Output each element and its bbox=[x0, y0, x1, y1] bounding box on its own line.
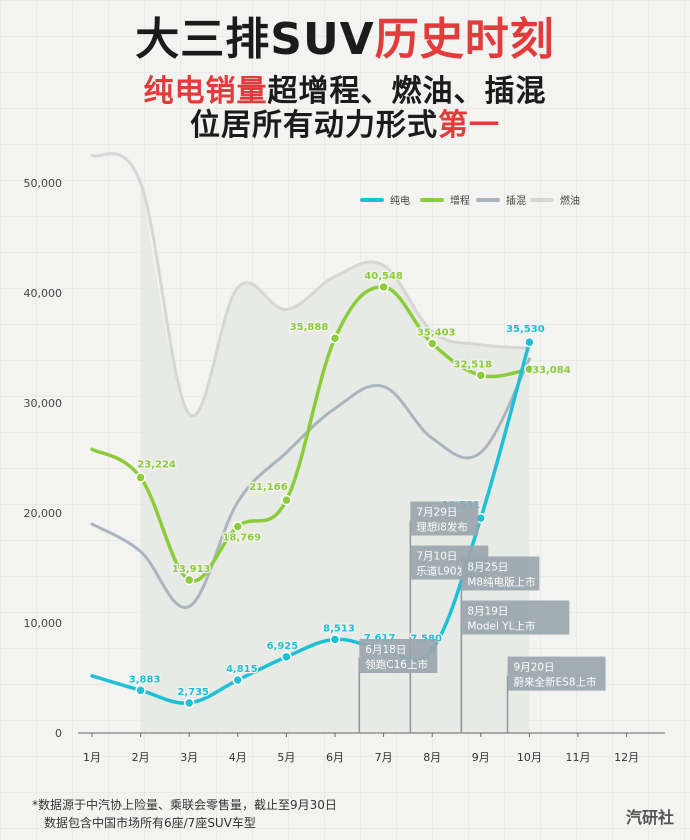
y-tick-label: 10,000 bbox=[24, 617, 63, 630]
data-point-erev bbox=[183, 574, 195, 586]
data-label-erev: 33,084 bbox=[532, 365, 571, 376]
annotation-box bbox=[507, 656, 606, 691]
x-tick-label: 6月 bbox=[326, 751, 344, 764]
data-point-erev bbox=[281, 494, 292, 506]
legend-label-erev: 增程 bbox=[450, 194, 470, 207]
x-tick-label: 10月 bbox=[517, 751, 542, 764]
data-point-erev bbox=[475, 370, 487, 381]
data-label-erev: 35,403 bbox=[417, 328, 456, 339]
data-point-erev bbox=[232, 521, 244, 532]
data-point-ev bbox=[183, 697, 195, 709]
data-point-erev bbox=[378, 281, 389, 293]
headline-line2-red: 纯电销量 bbox=[143, 74, 268, 109]
data-label-erev: 40,548 bbox=[364, 271, 403, 282]
footnote-scope: 数据包含中国市场所有6座/7座SUV车型 bbox=[44, 816, 256, 830]
annotation-box bbox=[410, 501, 479, 536]
annotation-text: M8纯电版上市 bbox=[467, 576, 535, 589]
watermark-logo: 汽研社 bbox=[625, 808, 674, 827]
data-point-ev bbox=[135, 685, 146, 696]
annotation-text: 9月20日 bbox=[514, 662, 555, 674]
series-line-ice bbox=[90, 152, 531, 418]
data-label-ev: 4,815 bbox=[226, 664, 258, 675]
x-tick-label: 8月 bbox=[423, 751, 441, 764]
x-tick-label: 5月 bbox=[277, 751, 295, 764]
legend-swatch-phev bbox=[476, 198, 500, 202]
data-point-erev bbox=[426, 338, 438, 349]
legend-label-phev: 插混 bbox=[506, 194, 526, 207]
data-label-ev: 2,735 bbox=[177, 687, 209, 698]
y-tick-label: 0 bbox=[55, 727, 62, 740]
data-label-ev: 35,530 bbox=[506, 324, 545, 335]
x-tick-label: 4月 bbox=[229, 751, 247, 764]
legend-swatch-ev bbox=[360, 198, 384, 202]
data-label-ev: 6,925 bbox=[267, 641, 299, 652]
annotation-text: 8月25日 bbox=[467, 562, 508, 574]
data-label-erev: 35,888 bbox=[290, 322, 329, 333]
annotation-text: 6月18日 bbox=[365, 644, 406, 656]
data-point-erev bbox=[524, 363, 535, 375]
headline-line1: 大三排SUV历史时刻 bbox=[0, 14, 690, 66]
headline-line2: 纯电销量超增程、燃油、插混 bbox=[0, 74, 690, 110]
y-tick-label: 40,000 bbox=[24, 287, 63, 300]
data-point-ev bbox=[329, 634, 341, 645]
x-tick-label: 1月 bbox=[83, 751, 101, 764]
x-tick-label: 11月 bbox=[566, 751, 591, 764]
footnote-source: *数据源于中汽协上险量、乘联会零售量，截止至9月30日 bbox=[32, 798, 337, 812]
data-label-erev: 18,769 bbox=[223, 533, 262, 544]
data-label-erev: 13,913 bbox=[172, 564, 211, 575]
headline-line1-red: 历史时刻 bbox=[374, 14, 555, 65]
legend-swatch-ice bbox=[530, 198, 554, 202]
x-tick-label: 9月 bbox=[472, 751, 490, 764]
annotation-text: 7月29日 bbox=[416, 507, 457, 519]
headline-line2-dark: 超增程、燃油、插混 bbox=[267, 74, 547, 109]
data-label-ev: 3,883 bbox=[129, 674, 161, 685]
annotation-text: Model YL上市 bbox=[467, 620, 535, 633]
data-label-erev: 21,166 bbox=[249, 482, 288, 493]
data-label-erev: 32,518 bbox=[454, 359, 493, 370]
data-point-ev bbox=[281, 651, 292, 663]
y-tick-label: 20,000 bbox=[24, 507, 63, 520]
data-point-ev bbox=[232, 674, 244, 686]
legend-swatch-erev bbox=[420, 198, 444, 202]
y-tick-label: 50,000 bbox=[24, 177, 63, 190]
x-tick-label: 2月 bbox=[132, 751, 150, 764]
annotation-text: 领跑C16上市 bbox=[365, 658, 428, 671]
annotation-text: 理想i8发布 bbox=[416, 521, 468, 534]
series-line-erev bbox=[90, 285, 532, 583]
area-fill-shade bbox=[140, 183, 530, 733]
headline-line3: 位居所有动力形式第一 bbox=[0, 108, 690, 144]
data-point-ev bbox=[524, 336, 535, 348]
headline-line3-red: 第一 bbox=[438, 108, 500, 143]
headline-line3-dark: 位居所有动力形式 bbox=[190, 108, 438, 143]
data-point-erev bbox=[135, 472, 146, 483]
y-tick-label: 30,000 bbox=[24, 397, 63, 410]
legend-label-ev: 纯电 bbox=[390, 194, 410, 207]
x-tick-label: 3月 bbox=[180, 751, 198, 764]
data-label-erev: 23,224 bbox=[137, 460, 176, 471]
series-line-phev bbox=[90, 357, 531, 609]
headline-line1-dark: 大三排SUV bbox=[135, 14, 375, 65]
x-tick-label: 7月 bbox=[375, 751, 393, 764]
data-point-erev bbox=[329, 332, 341, 344]
annotation-box bbox=[461, 556, 540, 591]
annotation-text: 蔚来全新ES8上市 bbox=[514, 676, 597, 689]
annotation-text: 8月19日 bbox=[467, 606, 508, 618]
annotation-text: 7月10日 bbox=[416, 551, 457, 563]
legend-label-ice: 燃油 bbox=[560, 194, 580, 207]
annotation-box bbox=[461, 600, 570, 635]
data-label-ev: 8,513 bbox=[323, 623, 355, 634]
x-tick-label: 12月 bbox=[614, 751, 639, 764]
annotation-box bbox=[359, 639, 438, 673]
